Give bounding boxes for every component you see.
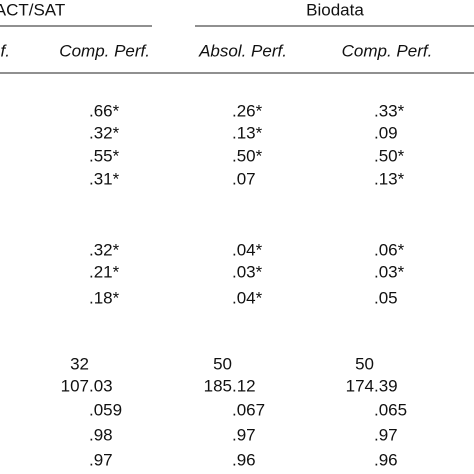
cell: .32* — [89, 240, 120, 259]
cell: .97 — [89, 450, 113, 469]
subheader: Comp. Perf. — [59, 41, 150, 60]
subheader: Comp. Perf. — [342, 41, 433, 60]
cell: .13* — [232, 123, 263, 142]
cell: 174.39 — [346, 376, 398, 395]
cell: .97 — [374, 425, 398, 444]
group-header: Biodata — [306, 0, 364, 19]
cell: 185.12 — [204, 376, 256, 395]
cell: .21* — [89, 262, 120, 281]
cell: .55* — [89, 146, 120, 165]
cell: .98 — [89, 425, 113, 444]
cell: 107.03 — [61, 376, 113, 395]
cell: .05 — [374, 288, 398, 307]
cell: .065 — [374, 400, 407, 419]
cell: .13* — [374, 169, 405, 188]
cell: .07 — [232, 169, 256, 188]
cell: .96 — [374, 450, 398, 469]
cell: .04* — [232, 240, 263, 259]
cell: .09 — [374, 123, 398, 142]
cell: .50* — [374, 146, 405, 165]
cell: .03* — [232, 262, 263, 281]
cell: .31* — [89, 169, 120, 188]
cell: .66* — [89, 101, 120, 120]
cell: .32* — [89, 123, 120, 142]
cell: .33* — [374, 101, 405, 120]
cell: .06* — [374, 240, 405, 259]
cell: 50 — [213, 354, 232, 373]
cell: 50 — [355, 354, 374, 373]
cell: .03* — [374, 262, 405, 281]
cell: .04* — [232, 288, 263, 307]
cell: 32 — [70, 354, 89, 373]
cell: .18* — [89, 288, 120, 307]
subheader: Absol. Perf. — [198, 41, 287, 60]
subheader: f. — [1, 41, 10, 60]
cell: .059 — [89, 400, 122, 419]
cell: .96 — [232, 450, 256, 469]
cell: .067 — [232, 400, 265, 419]
cell: .50* — [232, 146, 263, 165]
cell: .26* — [232, 101, 263, 120]
group-header: ACT/SAT — [0, 0, 65, 19]
cell: .97 — [232, 425, 256, 444]
